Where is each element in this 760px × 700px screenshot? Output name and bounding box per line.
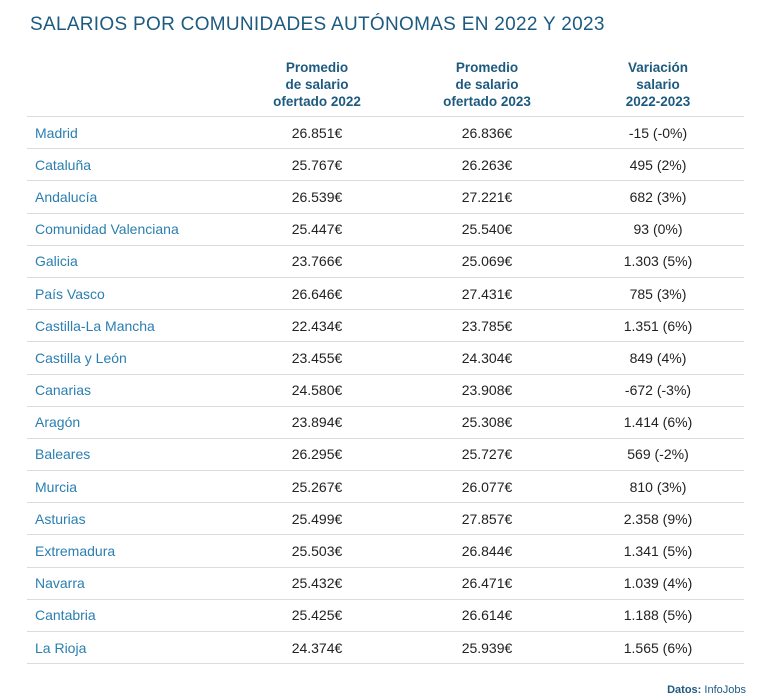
salary-2022-value: 25.267€: [291, 478, 343, 495]
variation-value: 785 (3%): [629, 285, 687, 302]
table-row: Extremadura 25.503€ 26.844€ 1.341 (5%): [27, 535, 744, 568]
salary-2022-value: 26.539€: [291, 188, 343, 205]
variation-value: 1.303 (5%): [623, 253, 693, 270]
header-salary-2023: Promedio de salario ofertado 2023: [443, 59, 531, 109]
region-name: Comunidad Valenciana: [35, 221, 179, 238]
region-name: Madrid: [35, 124, 78, 141]
region-name: Asturias: [35, 510, 86, 527]
region-name: Baleares: [35, 446, 91, 463]
region-name: Castilla-La Mancha: [35, 317, 155, 334]
region-name: Cataluña: [35, 156, 92, 173]
table-row: Asturias 25.499€ 27.857€ 2.358 (9%): [27, 503, 744, 536]
variation-value: 682 (3%): [629, 188, 687, 205]
table-row: Canarias 24.580€ 23.908€ -672 (-3%): [27, 375, 744, 407]
table-row: La Rioja 24.374€ 25.939€ 1.565 (6%): [27, 632, 744, 665]
salary-2023-value: 27.431€: [461, 285, 513, 302]
variation-value: 1.414 (6%): [623, 414, 693, 431]
salary-2023-value: 26.263€: [461, 156, 513, 173]
salary-2023-value: 25.540€: [461, 221, 513, 238]
salary-table: Promedio de salario ofertado 2022 Promed…: [27, 52, 744, 665]
salary-2022-value: 26.295€: [291, 446, 343, 463]
table-header: Promedio de salario ofertado 2022 Promed…: [27, 52, 744, 116]
variation-value: 1.351 (6%): [623, 317, 693, 334]
salary-2022-value: 24.374€: [291, 639, 343, 656]
salary-2023-value: 26.471€: [461, 575, 513, 592]
table-row: Cataluña 25.767€ 26.263€ 495 (2%): [27, 149, 744, 182]
table-row: Andalucía 26.539€ 27.221€ 682 (3%): [27, 181, 744, 214]
salary-2022-value: 25.425€: [291, 607, 343, 624]
variation-value: 1.188 (5%): [623, 607, 693, 624]
region-name: Galicia: [35, 253, 78, 270]
variation-value: -15 (-0%): [628, 124, 688, 141]
salary-2023-value: 27.221€: [461, 188, 513, 205]
table-row: Baleares 26.295€ 25.727€ 569 (-2%): [27, 439, 744, 472]
table-row: Madrid 26.851€ 26.836€ -15 (-0%): [27, 117, 744, 150]
salary-2023-value: 27.857€: [461, 510, 513, 527]
salary-2022-value: 24.580€: [291, 382, 343, 399]
salary-2023-value: 25.069€: [461, 253, 513, 270]
salary-2022-value: 25.447€: [291, 221, 343, 238]
region-name: Murcia: [35, 478, 78, 495]
salary-2022-value: 25.767€: [291, 156, 343, 173]
variation-value: 1.039 (4%): [623, 575, 693, 592]
region-name: País Vasco: [35, 285, 105, 302]
variation-value: 1.341 (5%): [623, 543, 693, 560]
variation-value: 569 (-2%): [627, 446, 689, 463]
salary-2023-value: 25.308€: [461, 414, 513, 431]
salary-2022-value: 25.499€: [291, 510, 343, 527]
salary-2022-value: 26.851€: [291, 124, 343, 141]
region-name: Extremadura: [35, 543, 116, 560]
salary-2022-value: 23.455€: [291, 349, 343, 366]
source-label: Datos:: [667, 684, 702, 696]
salary-2023-value: 26.836€: [461, 124, 513, 141]
variation-value: 810 (3%): [629, 478, 687, 495]
salary-2023-value: 23.908€: [461, 382, 513, 399]
table-row: Galicia 23.766€ 25.069€ 1.303 (5%): [27, 246, 744, 278]
region-name: Andalucía: [35, 188, 98, 205]
table-row: Comunidad Valenciana 25.447€ 25.540€ 93 (0%…: [27, 214, 744, 246]
region-name: La Rioja: [35, 639, 87, 656]
header-variation: Variación salario 2022-2023: [625, 59, 691, 109]
salary-2023-value: 26.614€: [461, 607, 513, 624]
variation-value: 495 (2%): [629, 156, 687, 173]
source-credit: Datos: InfoJobs: [667, 684, 746, 696]
salary-2022-value: 22.434€: [291, 317, 343, 334]
salary-2023-value: 25.939€: [461, 639, 513, 656]
table-row: Castilla y León 23.455€ 24.304€ 849 (4%): [27, 342, 744, 375]
table-row: Navarra 25.432€ 26.471€ 1.039 (4%): [27, 568, 744, 600]
source-name: InfoJobs: [704, 684, 746, 696]
salary-2023-value: 25.727€: [461, 446, 513, 463]
salary-2023-value: 26.844€: [461, 543, 513, 560]
salary-2022-value: 26.646€: [291, 285, 343, 302]
variation-value: -672 (-3%): [624, 382, 692, 399]
salary-2022-value: 25.432€: [291, 575, 343, 592]
table-row: Cantabria 25.425€ 26.614€ 1.188 (5%): [27, 600, 744, 632]
table-row: País Vasco 26.646€ 27.431€ 785 (3%): [27, 278, 744, 311]
region-name: Aragón: [35, 414, 81, 431]
salary-2022-value: 25.503€: [291, 543, 343, 560]
table-row: Aragón 23.894€ 25.308€ 1.414 (6%): [27, 407, 744, 439]
table-row: Murcia 25.267€ 26.077€ 810 (3%): [27, 471, 744, 504]
salary-2023-value: 24.304€: [461, 349, 513, 366]
region-name: Cantabria: [35, 607, 96, 624]
region-name: Canarias: [35, 382, 92, 399]
variation-value: 2.358 (9%): [623, 510, 693, 527]
region-name: Navarra: [35, 575, 85, 592]
region-name: Castilla y León: [35, 349, 127, 366]
table-row: Castilla-La Mancha 22.434€ 23.785€ 1.351 (6…: [27, 310, 744, 343]
salary-2022-value: 23.894€: [291, 414, 343, 431]
variation-value: 1.565 (6%): [623, 639, 693, 656]
salary-2023-value: 26.077€: [461, 478, 513, 495]
variation-value: 849 (4%): [629, 349, 687, 366]
salary-2022-value: 23.766€: [291, 253, 343, 270]
salary-2023-value: 23.785€: [461, 317, 513, 334]
table-body: Madrid 26.851€ 26.836€ -15 (-0%) Cataluña 25.…: [27, 116, 744, 665]
table-title: SALARIOS POR COMUNIDADES AUTÓNOMAS EN 20…: [30, 14, 605, 35]
header-salary-2022: Promedio de salario ofertado 2022: [273, 59, 361, 109]
variation-value: 93 (0%): [633, 221, 683, 238]
